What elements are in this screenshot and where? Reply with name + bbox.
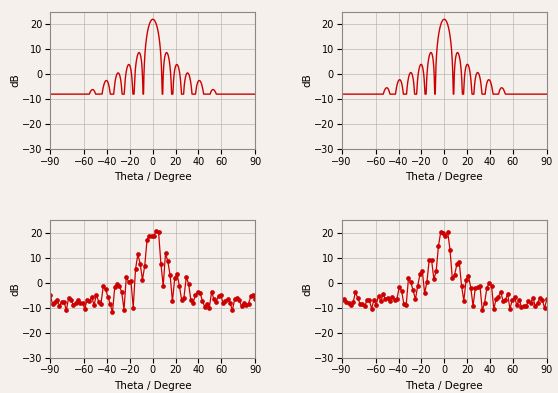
X-axis label: Theta / Degree: Theta / Degree <box>114 172 191 182</box>
X-axis label: Theta / Degree: Theta / Degree <box>114 381 191 391</box>
X-axis label: Theta / Degree: Theta / Degree <box>406 172 483 182</box>
Y-axis label: dB: dB <box>11 73 21 87</box>
Y-axis label: dB: dB <box>11 282 21 296</box>
Y-axis label: dB: dB <box>302 73 312 87</box>
X-axis label: Theta / Degree: Theta / Degree <box>406 381 483 391</box>
Y-axis label: dB: dB <box>302 282 312 296</box>
